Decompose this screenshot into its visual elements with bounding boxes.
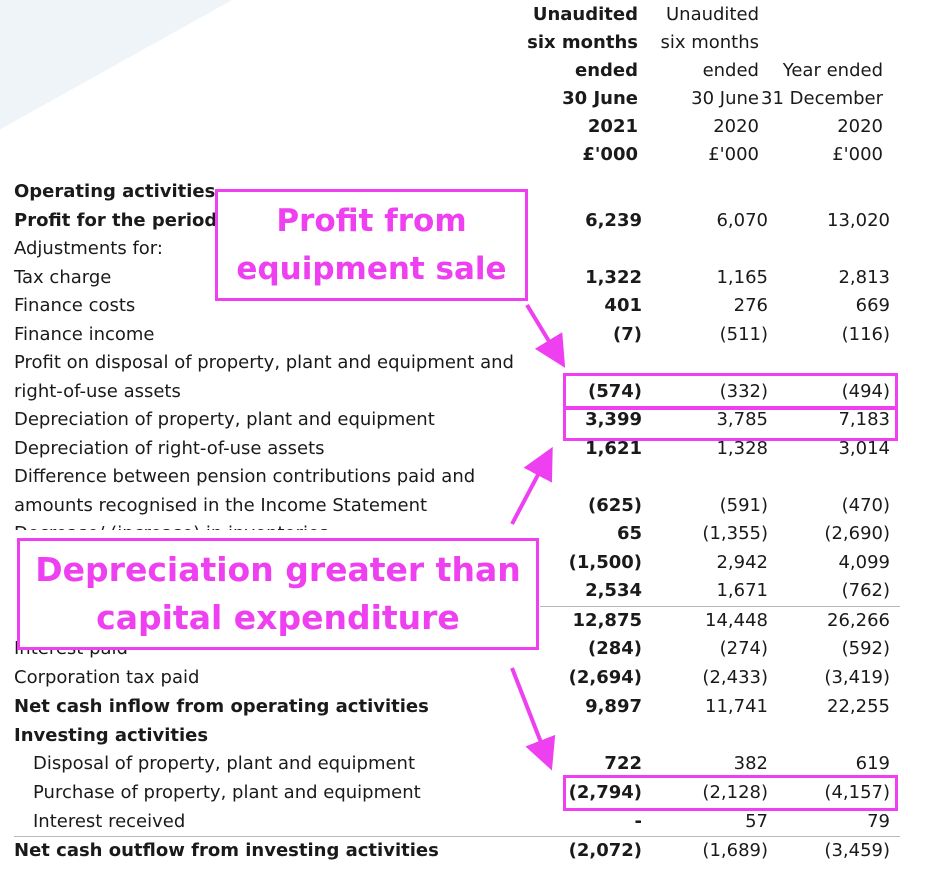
table-row: Net cash outflow from investing activiti… <box>14 840 890 861</box>
table-row: Investing activities <box>14 725 209 746</box>
callout-profit-from-equipment-sale: Profit from equipment sale <box>215 189 528 301</box>
highlight-purchase-ppe <box>563 775 898 811</box>
table-row: Depreciation of property, plant and equi… <box>14 409 890 430</box>
arrow-to-purchase-ppe <box>510 667 556 771</box>
header-col-2020-half: Unaudited six months ended 30 June 2020 … <box>660 4 759 165</box>
corner-decoration <box>0 0 250 135</box>
table-row: Net cash inflow from operating activitie… <box>14 696 890 717</box>
highlight-depreciation <box>563 407 898 441</box>
header-col-2021: Unaudited six months ended 30 June 2021 … <box>527 4 638 165</box>
table-row: Depreciation of right-of-use assets 1,621… <box>14 438 890 459</box>
table-row: Tax charge 1,322 1,165 2,813 <box>14 267 890 288</box>
arrow-to-profit-on-disposal <box>525 303 566 368</box>
header-col-2020-year: Year ended 31 December 2020 £'000 <box>761 60 883 165</box>
table-row: Profit for the period 6,239 6,070 13,020 <box>14 210 890 231</box>
table-row: Profit on disposal of property, plant an… <box>14 352 514 373</box>
table-row: Interest received -57 79 <box>33 811 890 832</box>
table-row: right-of-use assets (574) (332) (494) <box>14 381 890 402</box>
table-row: Finance income (7) (511) (116) <box>14 324 890 345</box>
table-row: Operating activities <box>14 181 216 202</box>
table-row: (1,500) 2,942 4,099 <box>568 552 890 573</box>
table-row: Purchase of property, plant and equipmen… <box>33 782 890 803</box>
table-row: Disposal of property, plant and equipmen… <box>33 753 890 774</box>
table-row: 2,534 1,671 (762) <box>585 580 890 601</box>
table-row: 12,875 14,448 26,266 <box>572 610 890 631</box>
callout-depreciation-vs-capex: Depreciation greater than capital expend… <box>17 538 539 650</box>
table-row: Finance costs 401 276 669 <box>14 295 890 316</box>
arrow-to-depreciation <box>510 446 553 525</box>
label-mask <box>12 530 352 541</box>
total-rule <box>14 836 900 837</box>
table-row: Corporation tax paid (2,694) (2,433) (3,419… <box>14 667 890 688</box>
table-row: Adjustments for: <box>14 238 163 259</box>
table-row: amounts recognised in the Income Stateme… <box>14 495 890 516</box>
table-row: Difference between pension contributions… <box>14 466 476 487</box>
subtotal-rule <box>540 606 900 607</box>
